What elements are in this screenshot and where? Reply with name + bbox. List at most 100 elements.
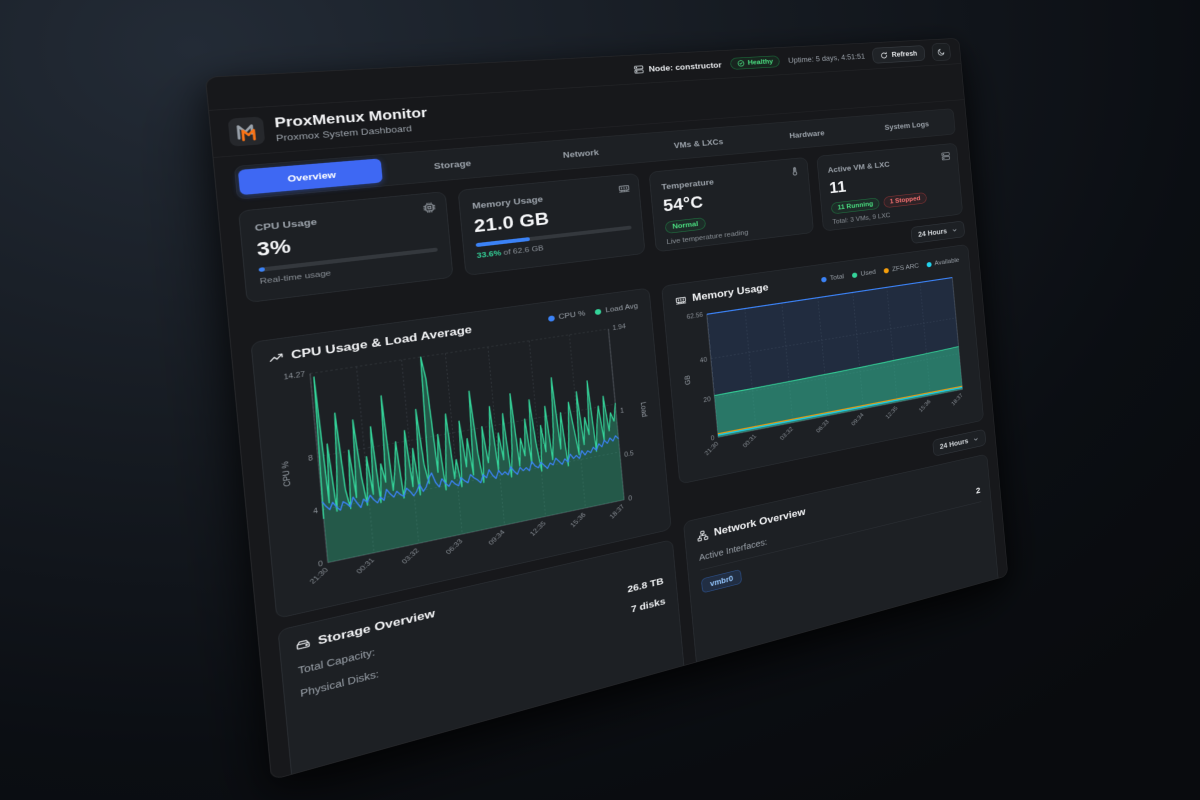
refresh-button[interactable]: Refresh	[872, 45, 926, 64]
storage-disks-value: 7 disks	[630, 595, 666, 616]
legend-label: CPU %	[558, 309, 586, 322]
trending-up-icon	[268, 351, 284, 365]
refresh-label: Refresh	[891, 49, 918, 59]
x-tick: 00:31	[741, 432, 758, 448]
legend-item: Available	[926, 256, 960, 268]
legend-label: Available	[934, 256, 960, 267]
y-tick-left: 62.56	[686, 311, 703, 321]
x-tick: 09:34	[850, 411, 865, 427]
check-circle-icon	[737, 60, 745, 67]
refresh-icon	[880, 51, 888, 59]
tab-hardware[interactable]: Hardware	[788, 128, 825, 140]
tab-system-logs[interactable]: System Logs	[884, 119, 930, 132]
chevron-down-icon	[951, 227, 957, 234]
cpu-load-chart[interactable]: 0 4 8 14.27 0 0.5 1 1.94 21:30 00:31 03:32 06:33 09:…	[270, 317, 658, 600]
x-tick: 21:30	[703, 440, 720, 457]
right-column: Memory Usage Total Used ZFS ARC Available 0…	[661, 244, 1003, 718]
legend-dot	[883, 267, 890, 274]
legend-dot	[926, 261, 932, 268]
memory-usage-card: Memory Usage 21.0 GB 33.6% of 62.6 GB	[457, 172, 646, 276]
legend-label: Used	[860, 268, 877, 278]
legend-item: Load Avg	[594, 302, 639, 316]
thermometer-icon	[789, 166, 800, 177]
x-tick: 09:34	[486, 528, 506, 546]
hard-drive-icon	[295, 637, 311, 652]
series-fill-Total	[706, 277, 963, 438]
proxmenux-dashboard-window: Node: constructor Healthy Uptime: 5 days…	[205, 37, 1009, 781]
x-tick: 18:37	[950, 392, 964, 407]
legend-item: ZFS ARC	[883, 263, 919, 275]
legend-item: CPU %	[547, 309, 586, 323]
legend-dot	[594, 308, 602, 315]
legend-item: Used	[851, 268, 877, 279]
x-tick: 15:36	[917, 398, 932, 413]
vm-running-badge: 11 Running	[830, 197, 880, 215]
y-tick-left: 0	[318, 559, 324, 568]
memory-chart-card: Memory Usage Total Used ZFS ARC Available 0…	[661, 244, 984, 485]
x-tick: 00:31	[354, 556, 376, 575]
timeframe-select[interactable]: 24 Hours	[910, 220, 966, 244]
y-axis-title-left: GB	[683, 375, 692, 386]
proxmenux-logo	[227, 116, 266, 147]
legend-dot	[547, 315, 555, 322]
timeframe-select-2[interactable]: 24 Hours	[932, 428, 987, 457]
y-axis-title-right: Load	[639, 401, 648, 417]
legend-dot	[851, 272, 858, 278]
y-tick-left: 8	[308, 453, 314, 462]
active-vm-lxc-card: Active VM & LXC 11 11 Running 1 Stopped …	[816, 142, 964, 232]
app-title-block: ProxMenux Monitor Proxmox System Dashboa…	[274, 106, 429, 144]
legend-label: Total	[829, 273, 845, 282]
y-tick-right: 0	[628, 494, 633, 502]
x-tick: 12:35	[884, 405, 899, 420]
y-tick-right: 1.94	[612, 323, 626, 332]
y-tick-left: 20	[703, 395, 711, 403]
tab-network[interactable]: Network	[562, 147, 600, 160]
network-divider	[700, 501, 982, 571]
y-tick-left: 4	[313, 506, 319, 515]
x-tick: 03:32	[778, 425, 794, 441]
cpu-progress-fill	[258, 267, 265, 273]
y-axis-title-left: CPU %	[280, 461, 293, 488]
x-tick: 12:35	[528, 519, 548, 537]
uptime-label: Uptime: 5 days, 4:51:51	[787, 52, 866, 65]
x-tick: 06:33	[815, 418, 831, 434]
storage-row-disks: Physical Disks: 7 disks	[300, 596, 666, 699]
left-column: CPU Usage & Load Average CPU % Load Avg 0…	[250, 287, 690, 781]
tab-vms-lxcs[interactable]: VMs & LXCs	[673, 136, 724, 150]
legend-label: Load Avg	[605, 302, 639, 315]
memory-usage-chart[interactable]: 0 20 40 62.56 21:30 00:31 03:32 06:33 09:34 12:35…	[676, 270, 973, 469]
moon-icon	[937, 48, 945, 56]
cpu-load-chart-card: CPU Usage & Load Average CPU % Load Avg 0…	[250, 287, 672, 619]
x-tick: 18:37	[608, 503, 626, 520]
cpu-usage-card: CPU Usage 3% Real-time usage	[238, 191, 454, 304]
legend-dot	[820, 276, 827, 283]
x-tick: 03:32	[400, 546, 421, 565]
y-tick-right: 0.5	[624, 449, 634, 458]
y-tick-left: 40	[700, 356, 708, 364]
memory-percent: 33.6%	[476, 249, 502, 261]
tab-storage[interactable]: Storage	[433, 157, 472, 171]
interface-pill-vmbr0[interactable]: vmbr0	[701, 569, 743, 594]
timeframe-2-value: 24 Hours	[939, 436, 969, 451]
temperature-status-badge: Normal	[664, 217, 706, 234]
main-content: CPU Usage & Load Average CPU % Load Avg 0…	[231, 243, 1008, 781]
timeframe-value: 24 Hours	[917, 227, 948, 239]
chevron-down-icon	[973, 435, 979, 442]
node-label: Node: constructor	[648, 60, 722, 74]
temperature-card: Temperature 54°C Normal Live temperature…	[648, 157, 814, 253]
memory-total: of 62.6 GB	[500, 244, 545, 258]
x-tick: 15:36	[568, 511, 587, 529]
memory-icon	[618, 182, 631, 194]
vm-stopped-badge: 1 Stopped	[883, 192, 927, 209]
legend-item: Total	[820, 273, 845, 283]
theme-toggle-button[interactable]	[931, 42, 952, 62]
network-icon	[697, 529, 709, 542]
health-badge: Healthy	[729, 55, 781, 70]
series-fill-Load Avg	[310, 328, 625, 563]
tab-overview[interactable]: Overview	[237, 158, 383, 196]
y-tick-right: 1	[620, 407, 625, 415]
memory-progress-fill	[475, 237, 531, 248]
storage-capacity-value: 26.8 TB	[626, 575, 664, 596]
cpu-icon	[422, 201, 436, 213]
